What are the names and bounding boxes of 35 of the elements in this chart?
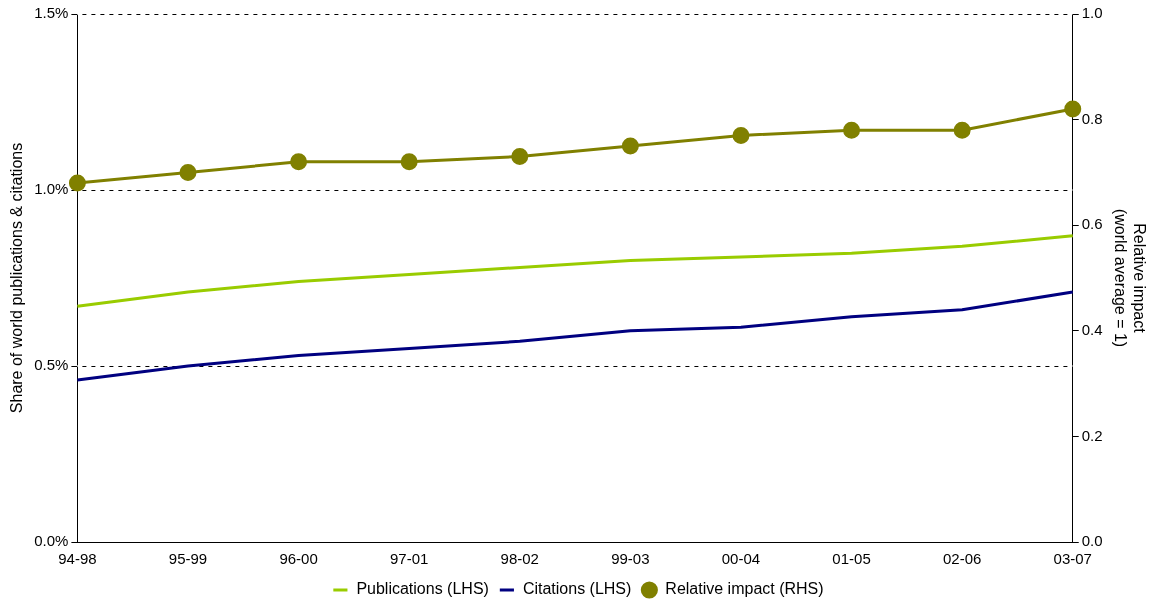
y2-tick-label: 0.4: [1081, 320, 1103, 338]
point: [511, 148, 529, 166]
y-tick-label: 0.5%: [34, 356, 69, 374]
point: [621, 137, 639, 155]
point: [179, 163, 197, 181]
y-axis-title: Share of world publications & citations: [8, 142, 26, 414]
y2-tick-label: 0.6: [1081, 215, 1103, 233]
y2-tick-label: 0.2: [1081, 426, 1103, 444]
point: [400, 153, 418, 171]
x-tick-label: 94-98: [58, 550, 97, 568]
point: [732, 126, 750, 144]
point: [843, 121, 861, 139]
y2-tick-label: 0.0: [1081, 532, 1103, 550]
point: [1064, 100, 1082, 118]
x-tick-label: 01-05: [832, 550, 871, 568]
point: [953, 121, 971, 139]
x-tick-label: 97-01: [389, 550, 429, 568]
x-tick-label: 98-02: [500, 550, 539, 568]
legend-label: Citations (LHS): [522, 580, 632, 598]
x-tick-label: 95-99: [168, 550, 208, 568]
y-tick-label: 0.0%: [34, 532, 69, 550]
x-tick-label: 96-00: [279, 550, 318, 568]
y-tick-label: 1.5%: [34, 4, 69, 22]
x-tick-label: 99-03: [611, 550, 650, 568]
y2-tick-label: 1.0: [1081, 4, 1103, 22]
x-tick-label: 03-07: [1053, 550, 1092, 568]
legend-label: Publications (LHS): [356, 580, 489, 598]
legend-label: Relative impact (RHS): [665, 580, 824, 598]
point: [290, 153, 308, 171]
x-tick-label: 02-06: [942, 550, 982, 568]
y2-tick-label: 0.8: [1081, 109, 1103, 127]
y2-axis-title: Relative impact (world average = 1): [1111, 208, 1148, 348]
x-tick-label: 00-04: [721, 550, 761, 568]
point: [68, 174, 86, 192]
y-tick-label: 1.0%: [34, 180, 69, 198]
